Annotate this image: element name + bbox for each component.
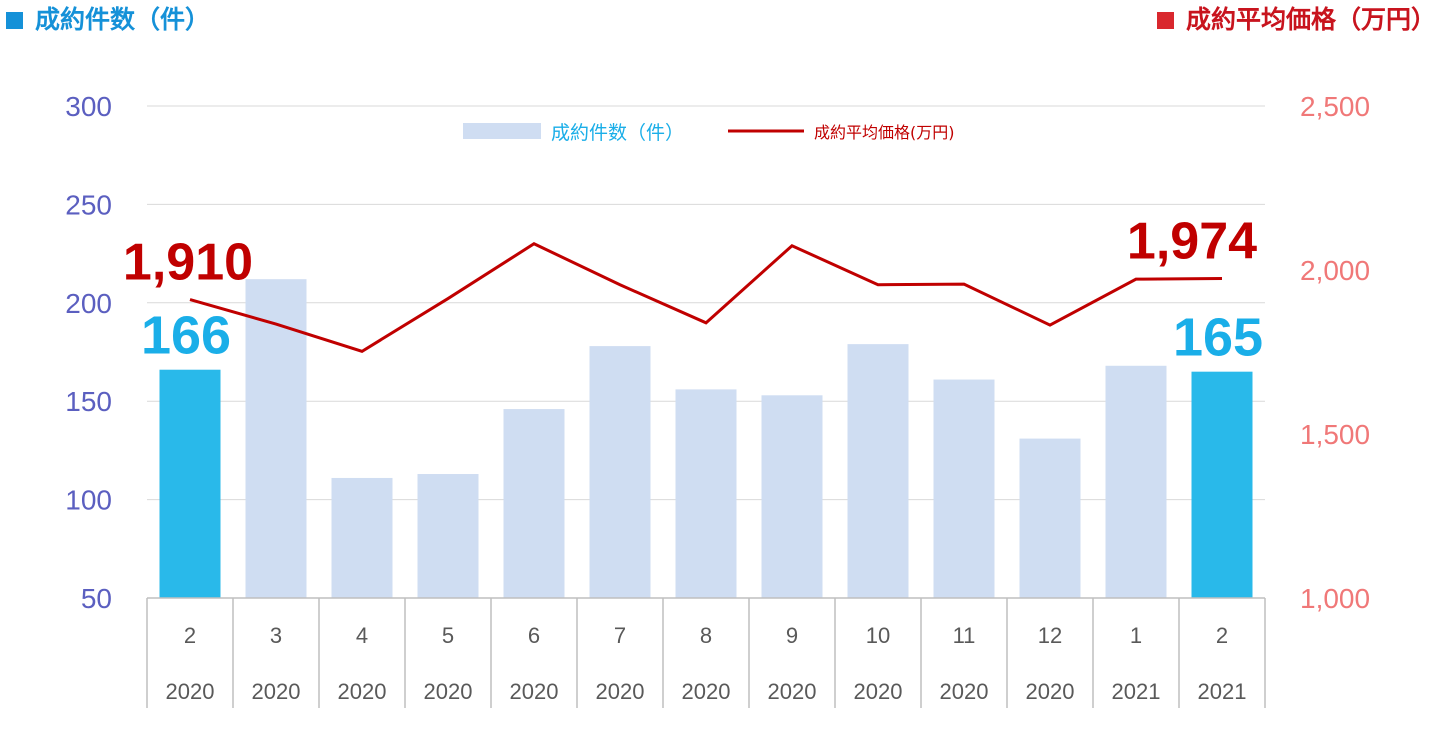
x-tick-label-month: 3 (270, 623, 282, 648)
bar (675, 389, 737, 598)
left-header-square-icon (6, 12, 23, 29)
count-data-label: 165 (1173, 308, 1263, 368)
bar (761, 395, 823, 598)
left-tick-label: 250 (65, 189, 112, 220)
x-tick-label-month: 6 (528, 623, 540, 648)
legend-label-bar: 成約件数（件） (551, 122, 684, 144)
left-axis-header: 成約件数（件） (6, 2, 210, 38)
left-tick-label: 200 (65, 288, 112, 319)
left-tick-label: 100 (65, 485, 112, 516)
x-tick-label-year: 2020 (338, 679, 387, 704)
bar (417, 474, 479, 598)
right-tick-label: 1,000 (1300, 583, 1370, 614)
x-tick-label-year: 2020 (940, 679, 989, 704)
series-line-price (189, 242, 1223, 353)
right-tick-label: 1,500 (1300, 419, 1370, 450)
x-tick-label-year: 2020 (424, 679, 473, 704)
x-tick-label-month: 1 (1130, 623, 1142, 648)
legend-swatch-bar (463, 123, 541, 139)
left-tick-label: 300 (65, 91, 112, 122)
right-axis-header: 成約平均価格（万円） (1156, 2, 1436, 38)
bar (1191, 371, 1253, 598)
x-tick-label-year: 2020 (1026, 679, 1075, 704)
count-data-label: 166 (141, 306, 231, 366)
price-data-label: 1,910 (123, 234, 253, 292)
price-data-label: 1,974 (1127, 213, 1257, 271)
x-tick-label-year: 2021 (1198, 679, 1247, 704)
x-tick-label-year: 2020 (854, 679, 903, 704)
legend-label-line: 成約平均価格(万円) (814, 123, 955, 142)
bar (1105, 365, 1167, 598)
right-tick-label: 2,000 (1300, 255, 1370, 286)
x-tick-label-month: 2 (1216, 623, 1228, 648)
bar (589, 346, 651, 598)
x-tick-label-year: 2020 (252, 679, 301, 704)
x-tick-label-month: 9 (786, 623, 798, 648)
left-tick-label: 150 (65, 386, 112, 417)
x-tick-label-month: 12 (1038, 623, 1062, 648)
x-tick-label-month: 4 (356, 623, 368, 648)
x-tick-label-month: 2 (184, 623, 196, 648)
bar (159, 369, 221, 598)
left-tick-label: 50 (81, 583, 112, 614)
x-tick-label-year: 2020 (596, 679, 645, 704)
bar (1019, 438, 1081, 598)
left-header-text: 成約件数（件） (35, 5, 211, 34)
right-header-square-icon (1156, 12, 1174, 29)
x-tick-label-year: 2020 (510, 679, 559, 704)
x-tick-label-month: 7 (614, 623, 626, 648)
right-header-text: 成約平均価格（万円） (1185, 5, 1436, 34)
bar (847, 344, 909, 598)
x-tick-label-month: 10 (866, 623, 890, 648)
x-tick-label-year: 2021 (1112, 679, 1161, 704)
x-tick-label-year: 2020 (166, 679, 215, 704)
bar (503, 409, 565, 598)
x-tick-label-year: 2020 (768, 679, 817, 704)
bar (245, 279, 307, 598)
x-tick-label-month: 8 (700, 623, 712, 648)
x-tick-label-year: 2020 (682, 679, 731, 704)
bar (933, 379, 995, 598)
x-tick-label-month: 11 (953, 623, 976, 648)
x-tick-label-month: 5 (442, 623, 454, 648)
bar (331, 477, 393, 598)
right-tick-label: 2,500 (1300, 91, 1370, 122)
